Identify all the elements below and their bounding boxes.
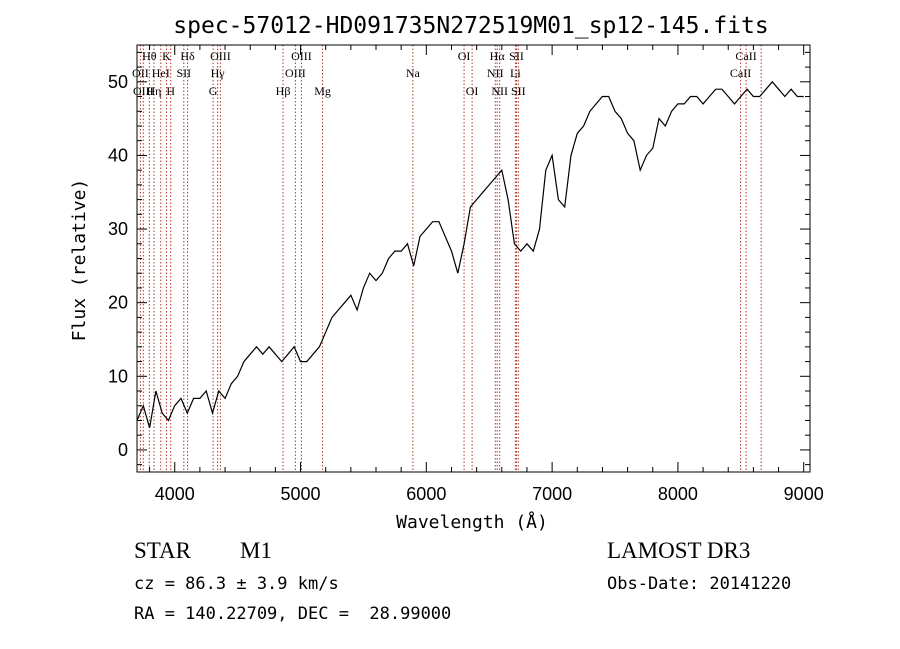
emission-line-label: Hθ <box>142 49 157 63</box>
x-tick-label: 7000 <box>532 484 572 504</box>
x-tick-label: 5000 <box>281 484 321 504</box>
emission-line-label: OI <box>466 84 479 98</box>
y-tick-label: 10 <box>108 366 128 386</box>
emission-line-label: OI <box>458 49 471 63</box>
emission-line-label: NII <box>487 66 504 80</box>
survey-name: LAMOST DR3 <box>607 538 751 563</box>
object-class: STAR <box>134 538 191 563</box>
y-tick-label: 0 <box>118 440 128 460</box>
emission-line-label: Hη <box>147 84 162 98</box>
chart-title: spec-57012-HD091735N272519M01_sp12-145.f… <box>173 13 768 39</box>
emission-line-label: OIII <box>291 49 312 63</box>
y-tick-labels: 0 10 20 30 40 50 <box>108 72 128 460</box>
emission-line-label: Na <box>406 66 421 80</box>
x-tick-label: 6000 <box>406 484 446 504</box>
emission-line-label: OIII <box>133 84 154 98</box>
y-tick-label: 30 <box>108 219 128 239</box>
y-tick-label: 40 <box>108 145 128 165</box>
emission-line-label: CaII <box>730 66 751 80</box>
emission-line-label: OII <box>132 66 149 80</box>
y-tick-label: 20 <box>108 293 128 313</box>
coordinates-readout: RA = 140.22709, DEC = 28.99000 <box>134 604 452 624</box>
emission-line-label: CaII <box>751 0 772 3</box>
emission-line-label: K <box>162 49 171 63</box>
x-tick-label: 9000 <box>784 484 824 504</box>
object-subclass: M1 <box>240 538 272 563</box>
emission-line-label: OIII <box>285 66 306 80</box>
emission-line-label: NII <box>491 84 508 98</box>
observation-date: Obs-Date: 20141220 <box>607 574 792 594</box>
plot-frame <box>136 44 811 473</box>
emission-line-label: Hβ <box>276 84 291 98</box>
emission-line-label: G <box>209 84 218 98</box>
emission-line-label: Hα <box>490 49 506 63</box>
emission-line-label: HeI <box>152 66 170 80</box>
redshift-readout: cz = 86.3 ± 3.9 km/s <box>134 574 339 594</box>
emission-line-label: Hδ <box>180 49 195 63</box>
x-tick-labels: 4000 5000 6000 7000 8000 9000 <box>155 484 824 504</box>
x-tick-label: 8000 <box>658 484 698 504</box>
emission-line-label: Mg <box>314 84 331 98</box>
emission-line-label: SII <box>176 66 191 80</box>
emission-line-label: Hγ <box>211 66 226 80</box>
emission-line-label: H <box>166 84 175 98</box>
y-tick-label: 50 <box>108 72 128 92</box>
x-axis-label: Wavelength (Å) <box>396 511 548 533</box>
axis-ticks <box>137 45 810 472</box>
emission-line-label: SII <box>509 49 524 63</box>
emission-line-label: CaII <box>735 49 756 63</box>
emission-line-label: SII <box>511 84 526 98</box>
y-axis-label: Flux (relative) <box>69 179 90 342</box>
emission-line-markers <box>139 45 762 472</box>
spectrum-line <box>136 80 804 428</box>
emission-line-label: OIII <box>210 49 231 63</box>
spectrum-series <box>136 80 804 428</box>
x-tick-label: 4000 <box>155 484 195 504</box>
emission-line-label: Li <box>510 66 521 80</box>
